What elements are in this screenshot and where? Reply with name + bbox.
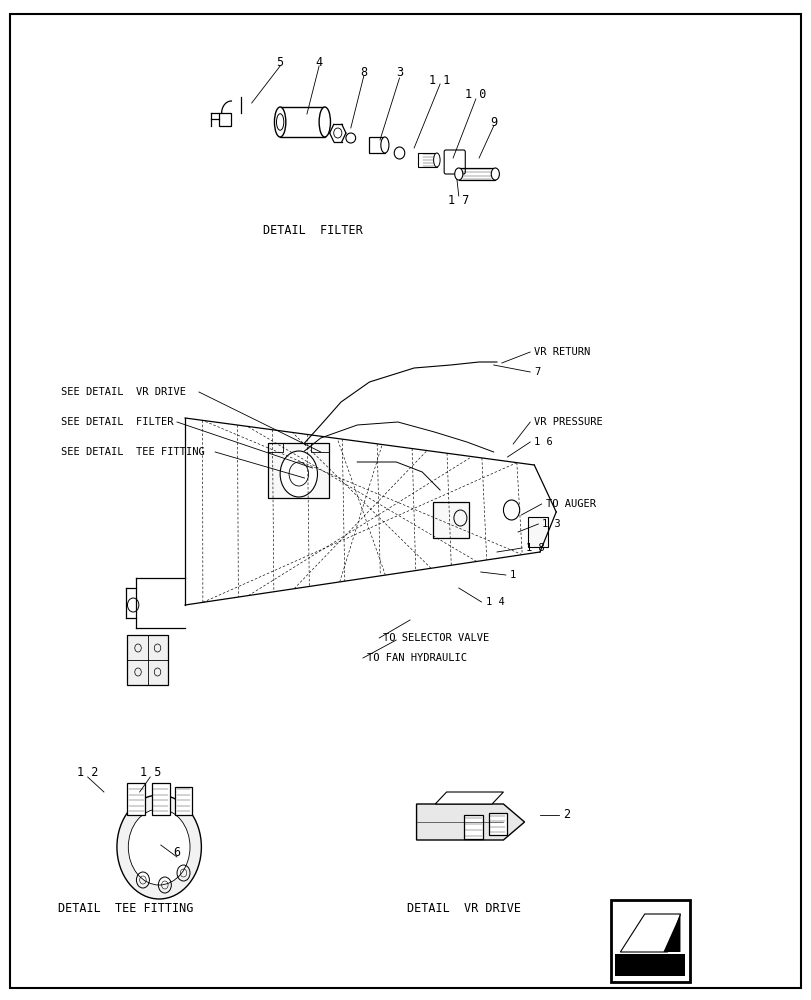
Text: 1 1: 1 1 [429,74,450,87]
Bar [175,787,191,815]
Ellipse shape [491,168,499,180]
Text: 1 4: 1 4 [485,597,504,607]
Text: 5: 5 [277,55,283,68]
Bar [268,443,328,498]
Ellipse shape [319,107,330,137]
Text: 8: 8 [360,66,367,79]
Text: 3: 3 [396,66,402,79]
Circle shape [280,451,317,497]
Text: DETAIL  FILTER: DETAIL FILTER [263,224,362,236]
Text: VR RETURN: VR RETURN [534,347,590,357]
Text: 1 5: 1 5 [139,766,161,778]
Text: 1 2: 1 2 [77,766,98,778]
Bar [127,783,145,815]
Ellipse shape [393,147,404,159]
Text: 6: 6 [174,846,180,858]
Polygon shape [416,804,524,840]
Text: 4: 4 [315,55,322,68]
Text: SEE DETAIL  VR DRIVE: SEE DETAIL VR DRIVE [61,387,186,397]
Text: 1 8: 1 8 [526,543,544,553]
Ellipse shape [454,168,462,180]
Bar [488,813,506,835]
Ellipse shape [433,153,440,167]
Bar [610,900,689,982]
Text: 1 0: 1 0 [465,88,486,101]
Polygon shape [663,914,680,952]
Ellipse shape [380,137,388,153]
Bar [127,635,168,685]
Text: 9: 9 [490,115,496,128]
Text: DETAIL  VR DRIVE: DETAIL VR DRIVE [407,902,521,914]
Circle shape [117,795,201,899]
Text: TO AUGER: TO AUGER [545,499,595,509]
Text: 1 7: 1 7 [448,194,469,207]
Text: SEE DETAIL  FILTER: SEE DETAIL FILTER [61,417,174,427]
Polygon shape [435,792,503,804]
Text: TO SELECTOR VALVE: TO SELECTOR VALVE [383,633,489,643]
Polygon shape [620,914,680,952]
Text: 1: 1 [509,570,516,580]
Bar [268,443,282,452]
Bar [152,783,169,815]
Text: 2: 2 [563,808,569,822]
Text: VR PRESSURE: VR PRESSURE [534,417,603,427]
Text: 1 3: 1 3 [542,519,560,529]
Ellipse shape [345,133,355,143]
Text: DETAIL  TEE FITTING: DETAIL TEE FITTING [58,902,193,914]
Bar [311,443,328,452]
Ellipse shape [274,107,285,137]
Circle shape [128,809,190,885]
Bar [432,502,468,538]
Text: 1 6: 1 6 [534,437,552,447]
Text: 7: 7 [534,367,540,377]
Bar [463,815,483,839]
Text: SEE DETAIL  TEE FITTING: SEE DETAIL TEE FITTING [61,447,204,457]
Text: TO FAN HYDRAULIC: TO FAN HYDRAULIC [367,653,466,663]
Bar [615,954,684,976]
Bar [527,517,547,547]
